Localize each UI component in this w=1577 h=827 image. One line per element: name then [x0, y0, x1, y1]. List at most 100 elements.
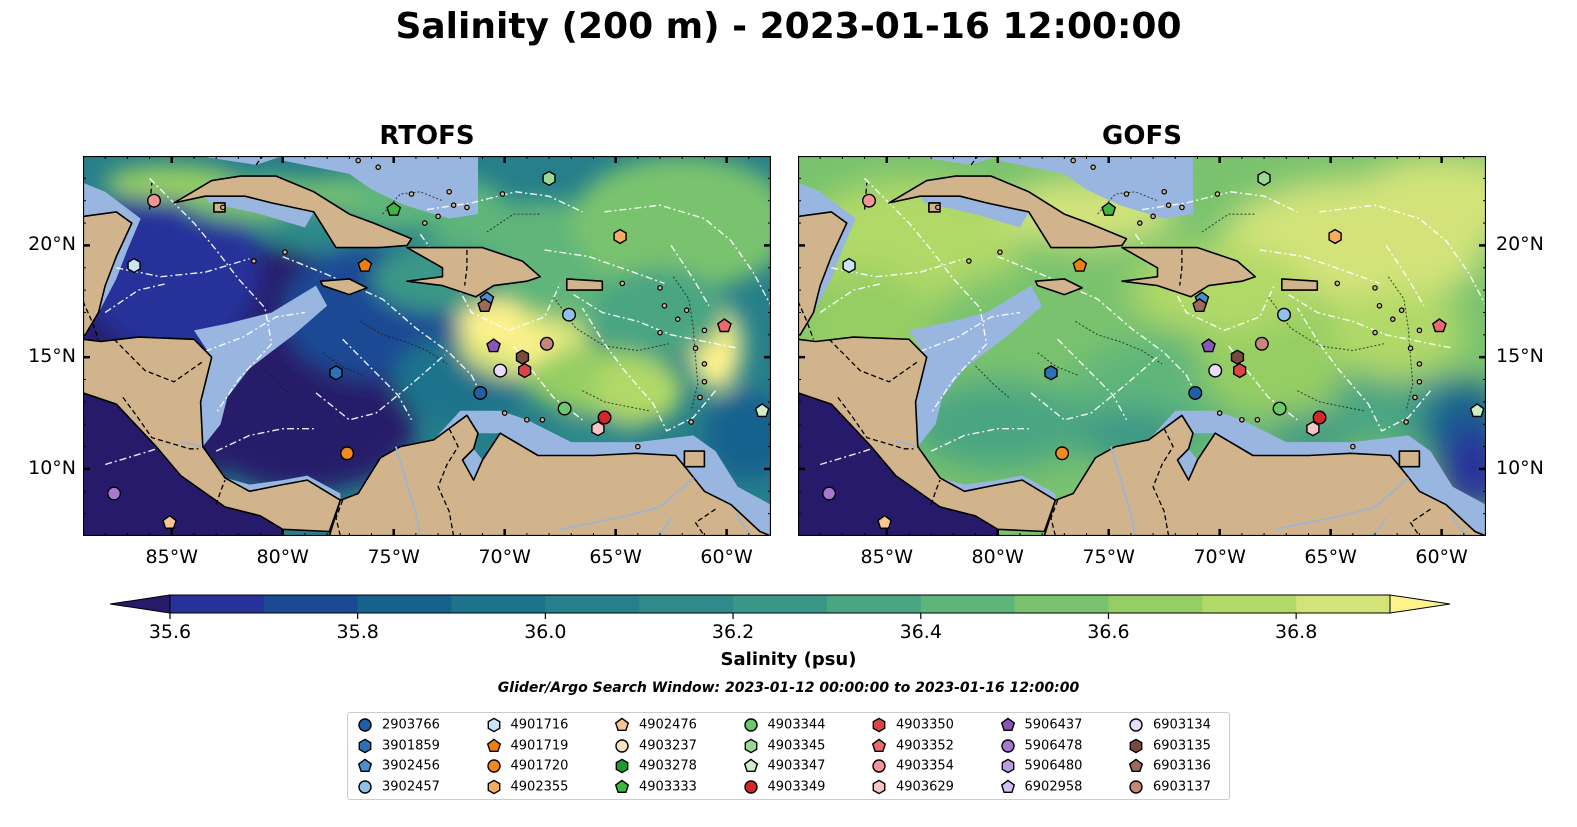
legend-label: 4903278 [639, 758, 697, 774]
legend-marker [486, 759, 501, 773]
colorbar-segment [263, 595, 359, 613]
lon-tick-label: 65°W [1304, 546, 1357, 568]
legend-entry-4903354: 4903354 [870, 757, 954, 775]
legend-label: 4903345 [767, 738, 826, 753]
colorbar-segment [451, 595, 546, 613]
circle-marker-icon [872, 759, 886, 773]
legend-entry-4903278: 4903278 [613, 757, 697, 775]
legend-label: 3901859 [382, 738, 440, 753]
float-marker-4902355 [613, 228, 627, 245]
pentagon-marker-icon [1000, 779, 1015, 793]
legend-marker [872, 779, 886, 794]
colorbar-segment [733, 595, 828, 613]
legend-entry-4901716: 4901716 [485, 716, 568, 734]
circle-marker-icon [1000, 738, 1015, 753]
float-marker-4903354 [862, 193, 877, 208]
float-markers [107, 170, 770, 529]
float-marker-3901859 [329, 365, 343, 381]
legend-entry-4903349: 4903349 [742, 778, 825, 796]
legend-label: 3902456 [382, 758, 440, 774]
legend-label: 6903135 [1153, 738, 1211, 753]
lat-tick-label-left: 20°N [28, 233, 76, 256]
legend-marker [872, 717, 886, 733]
float-marker-6903134 [493, 363, 508, 378]
circle-marker-icon [743, 779, 758, 794]
float-marker-4903349 [1312, 410, 1327, 425]
float-marker-4903347 [1469, 403, 1485, 418]
hexagon-marker-icon [744, 738, 757, 753]
legend-marker [1129, 718, 1143, 732]
legend-marker [1129, 738, 1143, 753]
legend-marker [615, 758, 629, 774]
float-marker-4902355 [1328, 228, 1342, 245]
figure-title: Salinity (200 m) - 2023-01-16 12:00:00 [395, 6, 1182, 47]
colorbar-segment [1108, 595, 1203, 613]
legend-entry-4903350: 4903350 [870, 716, 954, 734]
circle-marker-icon [358, 779, 372, 794]
legend-marker [743, 758, 758, 773]
lat-tick-label-right: 10°N [1496, 456, 1544, 479]
float-marker-4903350 [1233, 362, 1247, 379]
eez-boundaries [104, 177, 771, 466]
float-marker-6903135 [515, 349, 530, 365]
lon-tick-label: 85°W [860, 546, 913, 568]
legend-marker [872, 759, 886, 773]
colorbar-segment [545, 595, 640, 613]
float-marker-4901720 [1055, 446, 1070, 461]
colorbar-tick-label: 36.4 [900, 621, 942, 643]
colorbar-tick-label: 36.8 [1275, 621, 1317, 643]
colorbar-segment [826, 595, 922, 613]
circle-marker-icon [615, 738, 629, 753]
map-frame [83, 156, 771, 536]
float-marker-4902476 [162, 514, 177, 529]
float-marker-4903333 [386, 201, 402, 216]
pentagon-marker-icon [486, 738, 501, 752]
colorbar-tick-label: 36.0 [524, 621, 566, 643]
float-marker-3902457 [562, 307, 577, 322]
legend-label: 4902355 [510, 779, 569, 794]
map-panel-gofs [798, 156, 1486, 536]
circle-marker-icon [358, 718, 372, 732]
legend-marker [1000, 738, 1015, 753]
legend-label: 3902457 [382, 779, 440, 794]
country-borders [798, 156, 1431, 536]
legend-entry-4903345: 4903345 [742, 737, 826, 755]
panel-title-gofs: GOFS [1102, 121, 1182, 151]
circle-marker-icon [486, 759, 501, 773]
legend-label: 2903766 [382, 717, 440, 733]
lon-tick-label: 60°W [1415, 546, 1468, 568]
float-marker-6903136 [1192, 298, 1208, 313]
legend-marker [615, 738, 629, 753]
float-marker-6903135 [1230, 349, 1245, 365]
float-marker-5906437 [1201, 338, 1216, 353]
float-marker-4903629 [591, 420, 605, 437]
legend-entry-5906478: 5906478 [999, 737, 1083, 755]
colorbar-segment [1202, 595, 1297, 613]
float-marker-4903345 [1257, 170, 1271, 187]
legend-marker [486, 738, 501, 752]
legend-label: 5906478 [1024, 738, 1083, 753]
colorbar-extend-low [110, 594, 171, 614]
colorbar-segment [1014, 595, 1109, 613]
float-marker-6903134 [1208, 363, 1223, 378]
lat-tick-label-right: 20°N [1496, 233, 1544, 256]
legend-marker [1129, 779, 1143, 794]
lon-tick-label: 60°W [700, 546, 753, 568]
legend-label: 5906480 [1024, 758, 1083, 774]
pentagon-marker-icon [1128, 758, 1144, 773]
legend-entry-4903237: 4903237 [613, 737, 697, 755]
legend-marker [357, 758, 373, 773]
legend-label: 6903136 [1153, 758, 1211, 774]
lat-tick-label-right: 15°N [1496, 345, 1544, 368]
legend-entry-6903135: 6903135 [1127, 737, 1211, 755]
colorbar-tick-label: 35.8 [337, 621, 379, 643]
colorbar-segment [170, 595, 265, 613]
legend-label: 4903350 [896, 717, 954, 733]
pentagon-marker-icon [871, 738, 887, 752]
legend-label: 6903137 [1153, 779, 1211, 794]
float-marker-4903352 [716, 318, 732, 333]
float-marker-4901716 [842, 257, 856, 274]
legend-entry-3902457: 3902457 [356, 778, 440, 796]
legend-label: 5906437 [1024, 717, 1083, 733]
float-marker-4901719 [357, 257, 373, 272]
